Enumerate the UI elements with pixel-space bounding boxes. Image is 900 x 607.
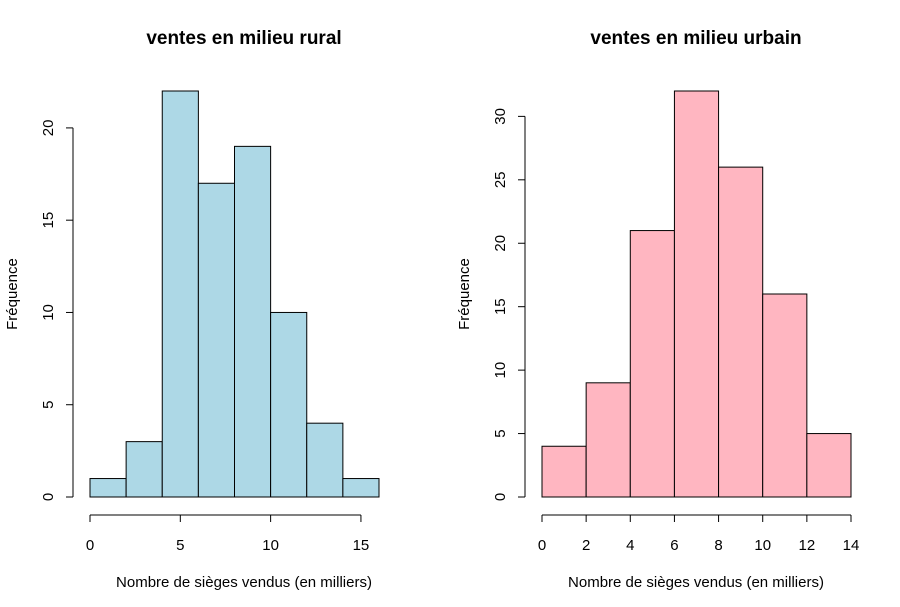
rural-bar-3 xyxy=(197,182,235,498)
rural-x-tick-label: 15 xyxy=(353,537,370,554)
urban-bar-1 xyxy=(585,382,631,498)
urban-x-tick-label: 0 xyxy=(538,537,546,554)
urban-bar-6 xyxy=(806,433,852,498)
rural-bar-1 xyxy=(125,441,163,498)
urban-x-tick-label: 6 xyxy=(670,537,678,554)
rural-x-axis-label: Nombre de sièges vendus (en milliers) xyxy=(116,574,372,591)
urban-x-tick-label: 12 xyxy=(799,537,816,554)
urban-y-tick-label: 30 xyxy=(492,108,509,125)
rural-bar-7 xyxy=(342,478,380,498)
urban-bar-5 xyxy=(762,293,808,498)
rural-x-tick-label: 5 xyxy=(176,537,184,554)
rural-y-tick-label: 15 xyxy=(40,212,57,229)
urban-bar-4 xyxy=(718,166,764,498)
rural-y-axis-label: Fréquence xyxy=(4,258,21,330)
rural-y-tick-label: 5 xyxy=(40,401,57,409)
urban-x-tick-label: 4 xyxy=(626,537,634,554)
rural-bar-6 xyxy=(306,422,344,498)
urban-x-tick-label: 10 xyxy=(754,537,771,554)
urban-bar-0 xyxy=(541,445,587,498)
rural-bar-2 xyxy=(161,90,199,498)
rural-bar-5 xyxy=(270,311,308,498)
rural-y-tick-label: 0 xyxy=(40,493,57,501)
urban-histogram-panel: ventes en milieu urbain Nombre de sièges… xyxy=(456,28,859,591)
rural-x-tick-label: 10 xyxy=(262,537,279,554)
rural-x-tick-label: 0 xyxy=(86,537,94,554)
rural-y-tick-label: 20 xyxy=(40,120,57,137)
urban-y-tick-label: 20 xyxy=(492,235,509,252)
urban-chart-title: ventes en milieu urbain xyxy=(590,28,801,49)
urban-y-tick-label: 0 xyxy=(492,493,509,501)
urban-bar-3 xyxy=(673,90,720,498)
urban-x-tick-label: 14 xyxy=(843,537,860,554)
urban-x-tick-label: 2 xyxy=(582,537,590,554)
rural-y-tick-label: 10 xyxy=(40,304,57,321)
rural-chart-title: ventes en milieu rural xyxy=(146,28,341,49)
urban-y-tick-label: 25 xyxy=(492,171,509,188)
urban-y-tick-label: 5 xyxy=(492,429,509,437)
urban-x-axis-label: Nombre de sièges vendus (en milliers) xyxy=(568,574,824,591)
rural-histogram-panel: ventes en milieu rural Nombre de sièges … xyxy=(4,28,380,591)
rural-bar-4 xyxy=(234,145,272,498)
urban-y-tick-label: 10 xyxy=(492,362,509,379)
urban-bar-2 xyxy=(629,230,675,498)
rural-bar-0 xyxy=(89,478,127,498)
urban-x-tick-label: 8 xyxy=(714,537,722,554)
urban-y-tick-label: 15 xyxy=(492,298,509,315)
urban-y-axis-label: Fréquence xyxy=(456,258,473,330)
